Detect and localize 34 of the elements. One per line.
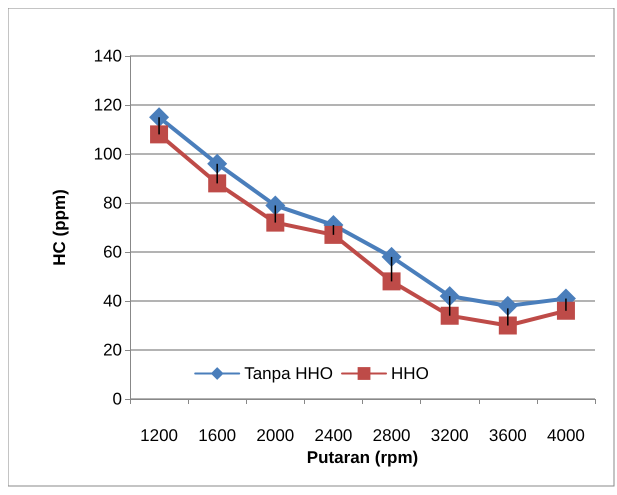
legend-label: HHO — [391, 364, 429, 383]
x-tick-label: 1200 — [140, 426, 178, 445]
y-tick-label: 0 — [112, 390, 122, 408]
x-tick-label: 1600 — [198, 426, 236, 445]
legend-label: Tanpa HHO — [244, 364, 334, 383]
point — [382, 272, 401, 290]
y-tick-label: 40 — [103, 292, 122, 310]
point — [382, 246, 402, 267]
point — [498, 296, 518, 316]
x-tick-label: 2000 — [256, 426, 294, 445]
x-tick-label: 2800 — [372, 426, 410, 445]
point — [556, 302, 575, 320]
point — [149, 107, 170, 128]
x-axis-title: Putaran (rpm) — [306, 448, 418, 467]
y-tick-label: 140 — [94, 46, 122, 66]
y-axis-title: HC (ppm) — [50, 189, 69, 266]
point — [208, 174, 226, 192]
x-tick-label: 3600 — [488, 426, 527, 445]
point — [324, 226, 342, 244]
y-tick-label: 80 — [103, 194, 122, 212]
x-tick-label: 3200 — [430, 426, 469, 445]
y-tick-label: 120 — [94, 96, 122, 114]
point — [150, 125, 168, 144]
point — [440, 306, 459, 325]
x-tick-label: 4000 — [547, 426, 585, 445]
point — [207, 154, 228, 174]
x-tick-label: 2400 — [314, 426, 352, 445]
point — [265, 195, 286, 216]
point — [266, 214, 284, 232]
y-tick-label: 60 — [103, 242, 122, 262]
y-tick-label: 20 — [103, 340, 122, 360]
point — [498, 316, 517, 334]
y-tick-label: 100 — [94, 144, 122, 164]
point — [440, 286, 460, 306]
